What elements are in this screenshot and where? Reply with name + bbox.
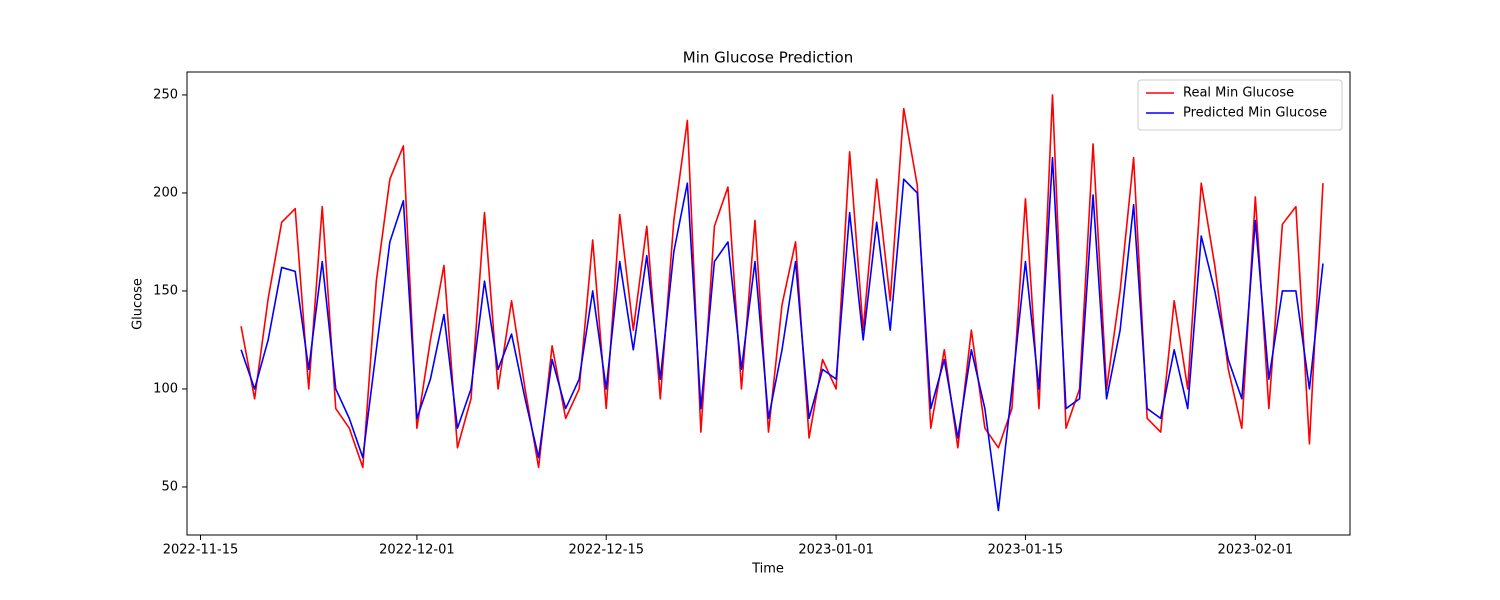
y-axis-label: Glucose: [131, 278, 146, 330]
legend-label: Real Min Glucose: [1183, 86, 1294, 101]
legend-label: Predicted Min Glucose: [1183, 106, 1327, 121]
plot-frame: [186, 71, 1351, 536]
x-tick-label: 2023-02-01: [1218, 543, 1294, 558]
x-tick-label: 2022-11-15: [163, 543, 239, 558]
y-tick-label: 250: [153, 87, 178, 102]
y-tick-label: 100: [153, 381, 178, 396]
y-tick-label: 150: [153, 283, 178, 298]
y-tick-label: 50: [161, 479, 178, 494]
y-tick-label: 200: [153, 185, 178, 200]
x-tick-label: 2022-12-01: [379, 543, 455, 558]
series-line: [240, 156, 1324, 512]
chart-title: Min Glucose Prediction: [683, 49, 853, 67]
legend-box: [1137, 79, 1343, 131]
x-tick-label: 2022-12-15: [568, 543, 644, 558]
x-tick-label: 2023-01-01: [798, 543, 874, 558]
x-axis-label: Time: [751, 562, 784, 577]
x-tick-label: 2023-01-15: [988, 543, 1064, 558]
